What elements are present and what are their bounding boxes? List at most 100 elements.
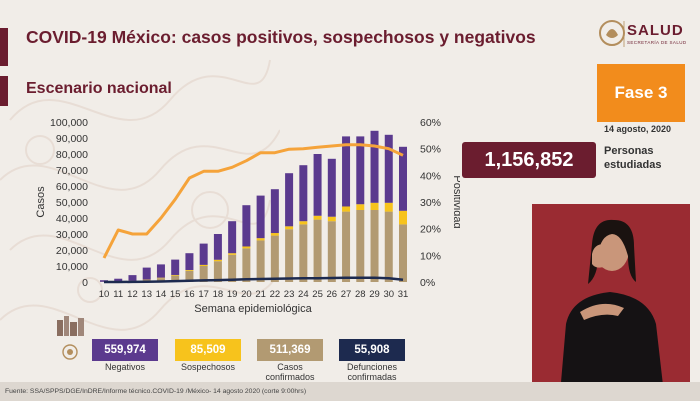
y2-tick-label: 0% (420, 277, 435, 289)
bar-segment (342, 206, 351, 212)
bar-segment (114, 278, 123, 282)
series-line (104, 276, 404, 284)
bar-segment (384, 211, 393, 282)
bar-segment (299, 165, 308, 222)
x-tick-label: 17 (198, 289, 209, 300)
x-tick-label: 10 (99, 289, 110, 300)
bar-segment (171, 259, 180, 275)
people-studied-value: 1,156,852 (462, 142, 596, 178)
x-tick-label: 25 (312, 289, 323, 300)
bar-segment (342, 136, 351, 207)
stat-sospechosos-value: 85,509 (175, 339, 241, 361)
bar-segment (327, 216, 336, 222)
bar-segment (370, 202, 379, 210)
sign-language-interpreter-video (532, 204, 690, 394)
bar-segment (356, 136, 365, 205)
bar-segment (313, 219, 322, 282)
stat-negativos-label-line1: Negativos (104, 362, 146, 372)
stat-confirmados-label: Casos confirmados (249, 362, 331, 382)
bar-segment (370, 130, 379, 203)
y2-tick-label: 20% (420, 224, 441, 236)
y-tick-label: 0 (82, 277, 88, 289)
bar-segment (285, 229, 294, 282)
x-tick-label: 16 (184, 289, 195, 300)
stat-defunciones-value: 55,908 (339, 339, 405, 361)
y-tick-label: 20,000 (56, 245, 88, 257)
page-title: COVID-19 México: casos positivos, sospec… (26, 27, 536, 47)
bar-segment (356, 210, 365, 282)
bar-segment (156, 278, 165, 282)
y-tick-label: 30,000 (56, 229, 88, 241)
series-line (102, 143, 404, 259)
gobierno-emblem-icon (62, 344, 78, 360)
bar-segment (356, 204, 365, 210)
bar-segment (370, 210, 379, 282)
bar-segment (285, 226, 294, 230)
stat-defunciones-label-line1: Defunciones (346, 362, 398, 372)
y-tick-label: 60,000 (56, 181, 88, 193)
background-pattern (0, 59, 280, 331)
y2-tick-label: 30% (420, 197, 441, 209)
stat-defunciones-label: Defunciones confirmadas (331, 362, 413, 382)
stat-confirmados-label-line2: confirmados (265, 372, 315, 382)
bar-segment (156, 264, 165, 278)
bar-segment (399, 210, 407, 225)
bar-segment (142, 267, 151, 280)
stat-confirmados-label-line1: Casos (277, 362, 303, 372)
bar-segment (399, 146, 407, 211)
x-tick-label: 27 (341, 289, 352, 300)
x-axis-title: Semana epidemiológica (194, 303, 312, 315)
x-tick-label: 13 (141, 289, 152, 300)
x-tick-label: 23 (284, 289, 295, 300)
bar-segment (213, 259, 222, 262)
salud-logo-emblem (599, 20, 625, 47)
bar-segment (327, 221, 336, 282)
salud-logo-text: SALUD (627, 22, 684, 39)
bar-segment (270, 233, 279, 236)
bar-segment (299, 224, 308, 282)
salud-logo-subtext: SECRETARÍA DE SALUD (627, 40, 687, 45)
x-tick-label: 19 (227, 289, 238, 300)
bar-segment (270, 235, 279, 282)
x-tick-label: 26 (327, 289, 338, 300)
bar-segment (399, 224, 407, 282)
y-tick-label: 70,000 (56, 165, 88, 177)
bar-segment (242, 248, 251, 282)
bar-segment (199, 243, 208, 265)
x-tick-label: 21 (255, 289, 266, 300)
stat-defunciones-label-line2: confirmadas (347, 372, 397, 382)
bar-segment (384, 134, 393, 203)
x-tick-label: 11 (113, 289, 123, 300)
bar-segment (185, 253, 194, 270)
x-tick-label: 30 (383, 289, 394, 300)
bar-segment (256, 240, 265, 282)
bar-segment (199, 266, 208, 282)
bar-segment (256, 195, 265, 239)
phase-date: 14 agosto, 2020 (604, 124, 672, 134)
bar-segment (228, 221, 237, 254)
y-tick-label: 100,000 (50, 117, 88, 129)
title-accent-bar (0, 28, 8, 66)
y2-tick-label: 10% (420, 250, 441, 262)
bar-segment (128, 275, 137, 281)
x-tick-label: 31 (398, 289, 409, 300)
bar-segment (270, 189, 279, 234)
x-tick-label: 24 (298, 289, 309, 300)
y-tick-label: 40,000 (56, 213, 88, 225)
stat-sospechosos-label-line1: Sospechosos (180, 362, 236, 372)
y-tick-label: 50,000 (56, 197, 88, 209)
bar-segment (242, 205, 251, 247)
stat-negativos-label: Negativos (84, 362, 166, 372)
subtitle-accent-bar (0, 76, 8, 106)
bar-segment (285, 173, 294, 227)
bar-segment (299, 221, 308, 225)
x-tick-label: 14 (156, 289, 167, 300)
stat-negativos-value: 559,974 (92, 339, 158, 361)
y2-axis-title: Positividad (451, 175, 460, 228)
phase-badge: Fase 3 (597, 64, 685, 122)
people-studied-label-line2: estudiadas (604, 159, 662, 171)
bar-segment (171, 275, 180, 282)
y-axis-title: Casos (35, 186, 47, 218)
bar-segment (313, 215, 322, 220)
bar-segment (213, 234, 222, 260)
